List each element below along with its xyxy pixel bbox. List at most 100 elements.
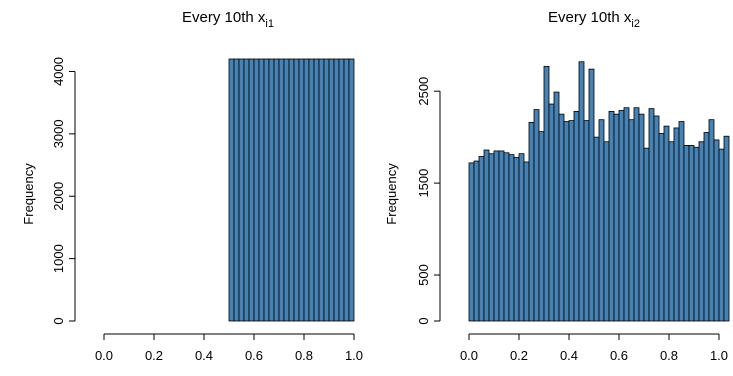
histogram-bar-xi2	[638, 113, 645, 322]
x-tick-label-xi2: 1.0	[710, 348, 728, 363]
x-tick-label-xi1: 1.0	[345, 348, 363, 363]
histogram-panel-xi2: Every 10th xi2 Frequency 0.0 0.2 0.4 0.6 0.8…	[384, 9, 730, 363]
histogram-bar-xi1	[313, 58, 320, 322]
histogram-bar-xi2	[568, 120, 575, 322]
y-axis-label-xi2: Frequency	[384, 163, 399, 225]
histogram-bar-xi2	[643, 147, 650, 322]
x-tick-label-xi1: 0.6	[245, 348, 263, 363]
chart-title-xi1: Every 10th xi1	[182, 9, 274, 30]
histogram-bar-xi2	[488, 153, 495, 322]
x-tick-label-xi2: 0.8	[660, 348, 678, 363]
histogram-bar-xi2	[693, 146, 700, 322]
histogram-bar-xi2	[528, 122, 535, 322]
histogram-bar-xi2	[593, 136, 600, 322]
histogram-bar-xi2	[663, 125, 670, 322]
histogram-bar-xi2	[483, 149, 490, 322]
y-tick-label-xi1: 4000	[51, 57, 66, 86]
histogram-bar-xi2	[718, 148, 725, 322]
histogram-bar-xi2	[498, 150, 505, 322]
histogram-bar-xi2	[478, 156, 485, 322]
histogram-bar-xi2	[538, 131, 545, 322]
histogram-bar-xi2	[703, 132, 710, 322]
histogram-bar-xi1	[343, 58, 350, 322]
histogram-bar-xi2	[653, 115, 660, 322]
y-tick-label-xi1: 0	[51, 317, 66, 324]
x-tick-label-xi2: 0.0	[460, 348, 478, 363]
histogram-bar-xi1	[338, 58, 345, 322]
histogram-bar-xi2	[588, 68, 595, 322]
histogram-bar-xi2	[523, 161, 530, 322]
histogram-bar-xi2	[708, 119, 715, 322]
y-tick-label-xi1: 3000	[51, 119, 66, 148]
histogram-bar-xi2	[503, 152, 510, 322]
y-tick-label-xi2: 500	[416, 264, 431, 286]
histogram-bar-xi1	[233, 58, 240, 322]
histogram-bar-xi1	[263, 58, 270, 322]
histogram-bar-xi1	[258, 58, 265, 322]
histogram-bar-xi1	[273, 58, 280, 322]
histogram-bar-xi1	[323, 58, 330, 322]
histogram-bar-xi2	[608, 111, 615, 322]
y-axis-label-xi1: Frequency	[21, 163, 36, 225]
histogram-bar-xi2	[713, 139, 720, 322]
chart-title-xi2: Every 10th xi2	[548, 9, 640, 30]
histogram-bar-xi2	[533, 109, 540, 322]
histogram-bar-xi2	[628, 119, 635, 322]
x-tick-label-xi1: 0.8	[295, 348, 313, 363]
histogram-bar-xi2	[678, 121, 685, 322]
y-tick-label-xi2: 0	[416, 317, 431, 324]
histogram-bar-xi1	[348, 58, 355, 322]
y-tick-label-xi1: 1000	[51, 244, 66, 273]
x-tick-label-xi2: 0.2	[510, 348, 528, 363]
histogram-bar-xi2	[508, 154, 515, 322]
histogram-bar-xi1	[328, 58, 335, 322]
histogram-bar-xi2	[658, 133, 665, 322]
histogram-bar-xi1	[333, 58, 340, 322]
histogram-bar-xi2	[648, 108, 655, 322]
histogram-bar-xi2	[613, 113, 620, 322]
x-tick-label-xi2: 0.4	[560, 348, 578, 363]
histogram-bar-xi2	[473, 160, 480, 322]
histogram-bar-xi2	[633, 107, 640, 322]
histogram-bar-xi1	[308, 58, 315, 322]
histogram-bar-xi1	[318, 58, 325, 322]
histogram-bar-xi1	[288, 58, 295, 322]
histogram-bar-xi2	[573, 111, 580, 322]
histogram-bar-xi1	[248, 58, 255, 322]
histogram-bar-xi2	[468, 162, 475, 322]
histogram-bar-xi2	[493, 150, 500, 322]
histogram-bar-xi1	[253, 58, 260, 322]
histogram-bar-xi1	[278, 58, 285, 322]
histogram-bar-xi1	[298, 58, 305, 322]
histogram-bar-xi1	[243, 58, 250, 322]
histogram-bar-xi2	[543, 65, 550, 322]
x-tick-label-xi1: 0.4	[195, 348, 213, 363]
histogram-bar-xi1	[228, 58, 235, 322]
histogram-bar-xi2	[723, 135, 730, 322]
histogram-bar-xi1	[268, 58, 275, 322]
histogram-bar-xi2	[603, 141, 610, 322]
histogram-bar-xi2	[623, 107, 630, 322]
x-tick-label-xi1: 0.2	[145, 348, 163, 363]
histogram-bar-xi2	[598, 119, 605, 322]
y-tick-label-xi1: 2000	[51, 182, 66, 211]
histogram-bar-xi2	[513, 156, 520, 322]
histogram-bar-xi2	[618, 110, 625, 322]
histogram-bar-xi2	[518, 153, 525, 322]
histogram-bar-xi2	[683, 145, 690, 322]
histogram-bar-xi2	[688, 145, 695, 322]
histogram-bar-xi1	[283, 58, 290, 322]
histogram-bar-xi2	[578, 61, 585, 322]
histogram-panel-xi1: Every 10th xi1 Frequency 0.0 0.2 0.4 0.6 0.8…	[21, 9, 363, 363]
histogram-bar-xi1	[238, 58, 245, 322]
y-tick-label-xi2: 1500	[416, 169, 431, 198]
histogram-bar-xi1	[293, 58, 300, 322]
y-tick-label-xi2: 2500	[416, 77, 431, 106]
histogram-bar-xi2	[698, 141, 705, 322]
histogram-bar-xi1	[303, 58, 310, 322]
histogram-bar-xi2	[583, 120, 590, 322]
histogram-bar-xi2	[553, 91, 560, 322]
histogram-bar-xi2	[673, 127, 680, 322]
histogram-bar-xi2	[563, 121, 570, 322]
